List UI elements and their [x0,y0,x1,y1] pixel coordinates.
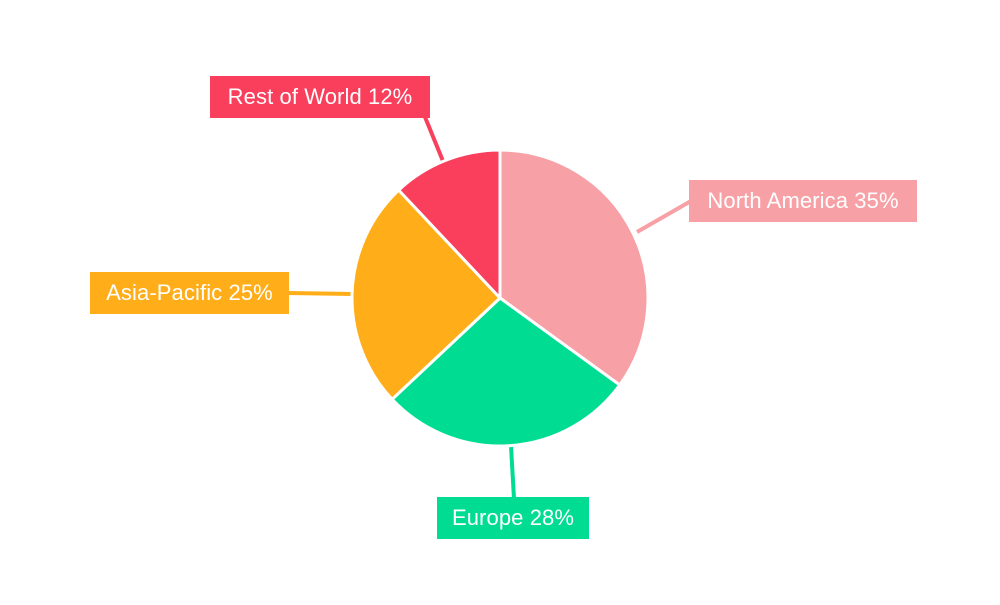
pie-label-asia-pacific-text: Asia-Pacific 25% [106,280,273,305]
pie-wedges [350,148,650,448]
pie-label-rest-of-world-text: Rest of World 12% [227,84,413,109]
pie-label-rest-of-world[interactable]: Rest of World 12% [210,76,430,118]
pie-label-north-america[interactable]: North America 35% [689,180,917,222]
leader-line-asia-pacific [287,291,354,296]
pie-label-europe[interactable]: Europe 28% [437,497,589,539]
leader-line-rest-of-world [423,116,447,167]
leader-line-north-america [636,199,692,234]
pie-slice-asia-pacific[interactable] [350,188,502,401]
pie-label-north-america-text: North America 35% [707,188,899,213]
pie-slice-europe[interactable] [390,296,622,448]
pie-slice-north-america[interactable] [498,148,650,387]
leader-line-europe [509,445,516,500]
pie-slice-rest-of-world[interactable] [397,148,502,300]
pie-label-asia-pacific[interactable]: Asia-Pacific 25% [90,272,289,314]
pie-label-europe-text: Europe 28% [451,505,575,530]
